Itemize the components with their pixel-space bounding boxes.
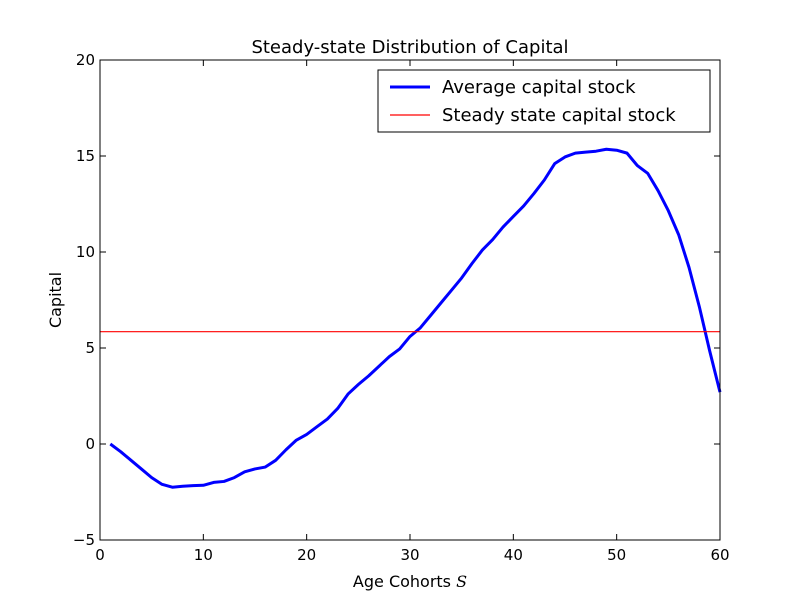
y-tick-label: 5 [85,339,95,357]
x-tick-label: 50 [607,546,626,564]
series-layer [100,147,722,489]
x-tick-label: 20 [297,546,316,564]
y-tick-label: 15 [76,147,95,165]
y-tick-label: 20 [76,51,95,69]
legend-label-steady-state: Steady state capital stock [442,105,676,126]
x-tick-label: 60 [710,546,729,564]
x-axis-label-text: Age Cohorts [353,572,456,591]
x-tick-label: 30 [400,546,419,564]
y-axis-label: Capital [46,272,65,328]
x-tick-label: 40 [504,546,523,564]
series-line-average-capital [109,147,722,489]
y-tick-label: 0 [85,435,95,453]
x-tick-label: 0 [95,546,105,564]
y-tick-label: 10 [76,243,95,261]
x-axis-label-symbol: S [456,572,467,591]
legend-box [377,69,711,133]
chart-title: Steady-state Distribution of Capital [251,37,568,58]
x-tick-label: 10 [194,546,213,564]
legend-label-average: Average capital stock [442,77,636,98]
legend: Average capital stock Steady state capit… [377,69,711,133]
y-tick-label: −5 [73,531,95,549]
x-axis-label: Age Cohorts S [353,572,467,591]
